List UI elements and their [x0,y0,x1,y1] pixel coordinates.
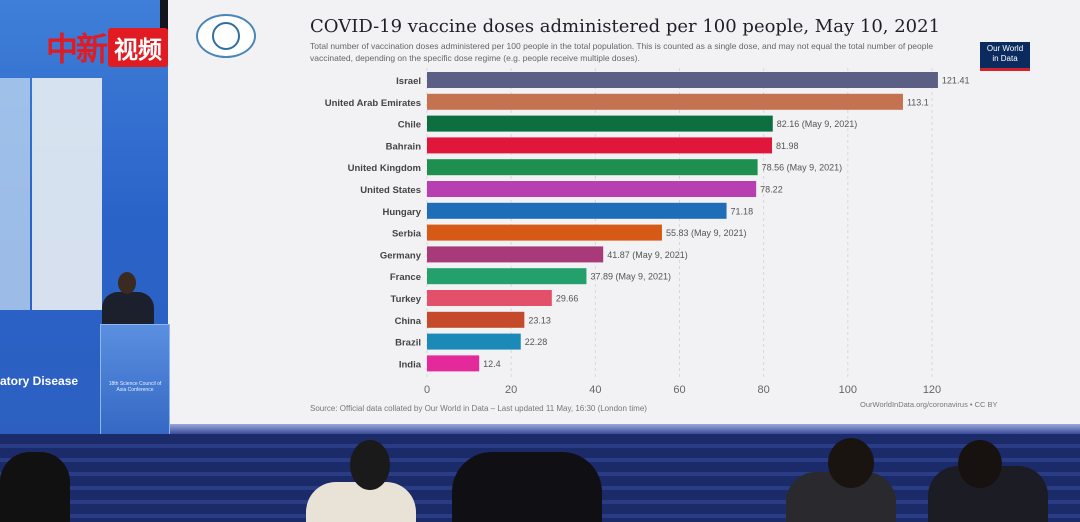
screen-edge [168,424,1080,434]
category-label: China [395,316,422,327]
left-wall-white-panel [32,78,102,310]
bar-chart: 0 20 40 60 80 100 120 Israel 121.41 United Arab E… [325,68,970,396]
bar-value-label: 113.1 [907,97,929,107]
x-tick-label: 0 [424,384,430,396]
bar [427,72,938,88]
audience-head [350,440,390,490]
bar [427,311,525,328]
category-label: France [390,272,421,283]
bar-value-label: 37.89 (May 9, 2021) [590,272,671,282]
audience-head [828,438,874,488]
category-label: Turkey [391,294,422,305]
speaker-figure [96,272,160,332]
category-label: Serbia [392,229,422,240]
bar [427,115,773,132]
slide-title: COVID-19 vaccine doses administered per … [310,16,941,37]
category-label: Israel [396,76,421,87]
watermark-prefix: 中新 [46,30,108,68]
bar-value-label: 71.18 [731,206,754,216]
category-label: Hungary [382,207,421,218]
bar-value-label: 22.28 [525,337,548,347]
x-tick-label: 20 [505,384,517,396]
bar [427,355,480,372]
chart-credit: OurWorldInData.org/coronavirus • CC BY [860,400,998,409]
bar-value-label: 41.87 (May 9, 2021) [607,250,688,260]
category-label: Bahrain [386,141,422,152]
owid-badge-line2: in Data [992,54,1018,63]
category-label: Germany [380,250,422,261]
bar-value-label: 12.4 [483,359,501,369]
chart-source: Source: Official data collated by Our Wo… [310,404,647,413]
bar [427,202,727,219]
owid-badge-line1: Our World [986,44,1024,53]
bar [427,159,758,176]
x-tick-label: 120 [923,384,941,396]
left-wall-panel [0,78,30,310]
watermark-logo: 中新 视频 [46,24,169,70]
audience-head [958,440,1002,488]
bar-value-label: 81.98 [776,141,799,151]
category-label: United States [360,185,421,196]
slide-subtitle: Total number of vaccination doses admini… [310,41,934,63]
university-logo [196,14,256,58]
bar [427,137,772,154]
podium-text: 18th Science Council of Asia Conference [108,381,162,393]
bar [427,93,903,110]
category-label: India [399,359,422,370]
x-tick-label: 80 [758,384,770,396]
audience-person [452,452,602,522]
x-tick-label: 40 [589,384,601,396]
bar [427,246,604,263]
x-tick-label: 60 [673,384,685,396]
bar [427,290,552,306]
bar-value-label: 121.41 [942,76,970,86]
watermark-box: 视频 [108,27,169,67]
category-label: United Kingdom [348,163,421,174]
bar-value-label: 78.22 [760,185,783,195]
speaker-head [118,272,136,294]
bar [427,333,521,350]
bar [427,181,757,197]
category-label: United Arab Emirates [325,98,421,109]
audience-person [0,452,70,522]
category-label: Chile [398,120,421,131]
owid-badge: Our World in Data [980,42,1030,71]
category-label: Brazil [395,338,421,349]
audience-person [306,482,416,522]
bar [427,224,662,241]
bar-value-label: 29.66 [556,294,579,304]
podium: 18th Science Council of Asia Conference [100,324,170,450]
university-logo-ring [212,22,240,50]
backdrop-text: atory Disease [0,374,79,388]
x-tick-label: 100 [839,384,857,396]
bar-value-label: 23.13 [528,315,551,325]
bar [427,268,587,285]
bar-value-label: 55.83 (May 9, 2021) [666,228,747,238]
bar-value-label: 78.56 (May 9, 2021) [762,163,843,173]
bar-value-label: 82.16 (May 9, 2021) [777,119,858,129]
